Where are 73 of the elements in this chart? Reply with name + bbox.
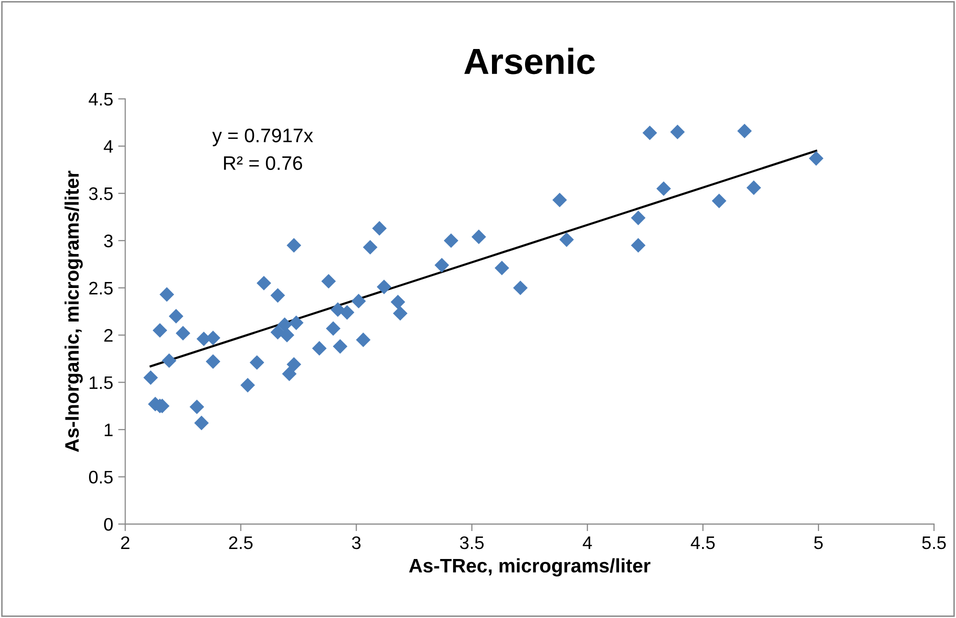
point	[282, 366, 297, 382]
point	[270, 288, 286, 303]
point	[206, 330, 220, 346]
x-tick-label: 3	[352, 536, 361, 550]
point	[330, 302, 346, 317]
x-tick-label: 2	[121, 536, 130, 549]
y-tick-label: 4.5	[88, 93, 113, 106]
point	[321, 274, 336, 289]
x-tick-label: 2.5	[229, 536, 253, 550]
point	[277, 317, 292, 332]
x-tick-label: 4.5	[690, 536, 715, 550]
point	[356, 332, 371, 348]
point	[372, 221, 387, 236]
point	[280, 328, 294, 342]
point	[340, 305, 354, 320]
point	[240, 378, 255, 392]
y-tick-label: 2.5	[89, 282, 113, 295]
point	[286, 357, 302, 372]
point	[206, 354, 220, 369]
x-tick-label: 5	[814, 536, 823, 550]
point	[390, 294, 406, 310]
point	[312, 341, 327, 356]
x-tick-label: 3.5	[460, 536, 484, 550]
point	[152, 323, 168, 338]
point	[143, 370, 158, 385]
point	[630, 210, 646, 226]
point	[559, 232, 574, 247]
point	[270, 324, 286, 340]
point	[250, 355, 264, 370]
point	[737, 124, 752, 138]
y-tick-label: 1	[104, 424, 113, 436]
x-tick-label: 4	[582, 536, 592, 549]
point	[286, 238, 302, 253]
point	[376, 280, 392, 294]
chart-title: Arsenic	[464, 48, 595, 74]
point	[288, 316, 304, 330]
point	[552, 192, 567, 208]
y-tick-label: 0.5	[89, 470, 113, 484]
point	[194, 416, 209, 430]
point	[670, 124, 685, 140]
y-tick-label: 4	[104, 140, 113, 153]
point	[362, 240, 378, 255]
point	[256, 276, 272, 290]
point	[472, 230, 486, 244]
annotation: R² = 0.76	[224, 156, 302, 170]
annotation: y = 0.7917x	[212, 128, 314, 146]
point	[494, 260, 510, 276]
point	[162, 353, 176, 368]
point	[746, 180, 762, 195]
point	[808, 151, 824, 166]
point	[642, 126, 658, 140]
y-axis-title: As-Inorganic, micrograms/liter	[64, 170, 83, 452]
x-axis-title: As-TRec, micrograms/liter	[409, 558, 650, 576]
point	[444, 233, 458, 248]
point	[176, 326, 190, 340]
y-tick-label: 2	[104, 329, 113, 342]
y-tick-label: 0	[104, 518, 113, 531]
point	[326, 321, 340, 336]
point	[656, 181, 671, 196]
y-tick-label: 1.5	[90, 376, 113, 390]
point	[160, 287, 174, 302]
point	[434, 258, 450, 272]
point	[332, 339, 348, 354]
point	[630, 238, 646, 253]
point	[351, 294, 366, 308]
point	[190, 400, 204, 414]
point	[168, 308, 184, 324]
y-tick-label: 3	[104, 234, 113, 248]
point	[712, 194, 726, 208]
point	[513, 280, 528, 296]
y-tick-label: 3.5	[89, 187, 113, 200]
x-tick-label: 5.5	[922, 536, 946, 550]
point	[392, 306, 408, 321]
